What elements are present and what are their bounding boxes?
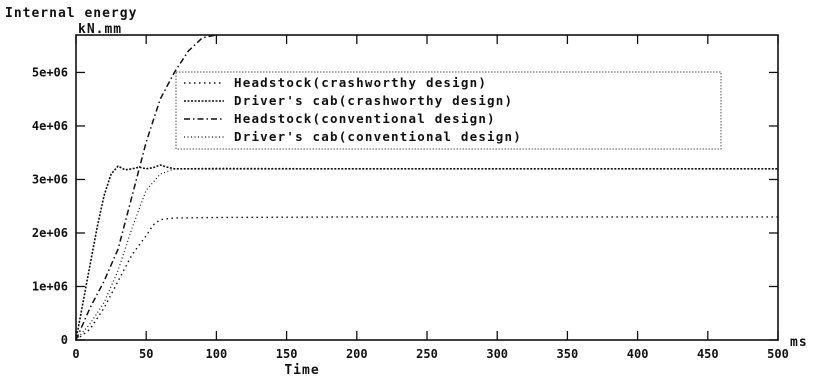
x-tick-label: 50: [139, 347, 153, 361]
y-tick-label: 0: [61, 333, 68, 347]
x-tick-label: 350: [557, 347, 579, 361]
x-tick-label: 450: [697, 347, 719, 361]
series-lines: [75, 34, 778, 341]
x-tick-label: 200: [346, 347, 368, 361]
legend: Headstock(crashworthy design) Driver's ca…: [175, 71, 722, 150]
y-tick-label: 4e+06: [32, 119, 68, 133]
y-tick-label: 5e+06: [32, 65, 68, 79]
legend-entry: Driver's cab(crashworthy design): [234, 93, 513, 108]
x-tick-label: 100: [206, 347, 228, 361]
legend-entry: Headstock(crashworthy design): [234, 75, 487, 90]
legend-box: [175, 71, 722, 150]
x-tick-label: 150: [276, 347, 298, 361]
x-tick-label: 300: [486, 347, 508, 361]
y-tick-label: 3e+06: [32, 172, 68, 186]
chart-title: Internal energy: [5, 6, 137, 21]
x-tick-label: 250: [416, 347, 438, 361]
legend-entry: Headstock(conventional design): [234, 111, 496, 126]
series-line-1: [75, 216, 778, 341]
x-axis-unit: ms: [790, 335, 808, 350]
x-axis-label: Time: [284, 363, 319, 378]
series-line-4: [75, 167, 778, 341]
series-line-2: [75, 164, 778, 341]
x-tick-label: 500: [767, 347, 789, 361]
x-tick-label: 400: [627, 347, 649, 361]
axis-ticks: 0 50 100 150 200 250 300 350 400 450 500 0 1e+06 2e+0…: [32, 35, 789, 361]
x-tick-label: 0: [72, 347, 79, 361]
series-line-3: [75, 34, 217, 341]
legend-entry: Driver's cab(conventional design): [234, 129, 522, 144]
y-axis-unit: kN.mm: [78, 22, 122, 37]
y-tick-label: 1e+06: [32, 279, 68, 293]
y-tick-label: 2e+06: [32, 226, 68, 240]
